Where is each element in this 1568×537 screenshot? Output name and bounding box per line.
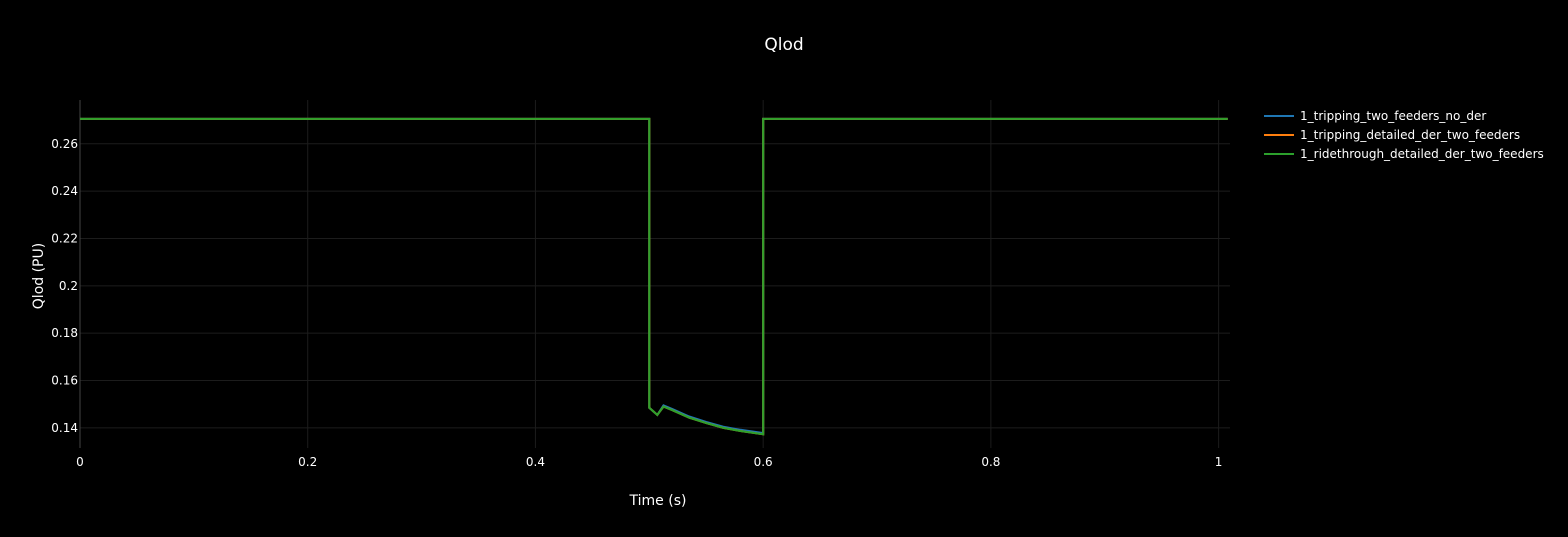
legend-swatch-blue xyxy=(1264,114,1294,117)
legend-label: 1_tripping_two_feeders_no_der xyxy=(1300,108,1487,123)
x-tick-label: 0.4 xyxy=(526,455,545,469)
x-axis-title: Time (s) xyxy=(629,493,687,509)
legend-label: 1_ridethrough_detailed_der_two_feeders xyxy=(1300,146,1544,161)
legend-item-tripping-no-der[interactable]: 1_tripping_two_feeders_no_der xyxy=(1264,106,1544,125)
y-tick-label: 0.24 xyxy=(51,184,78,198)
legend-swatch-orange xyxy=(1264,133,1294,136)
x-tick-label: 0.8 xyxy=(981,455,1000,469)
legend-swatch-green xyxy=(1264,152,1294,155)
chart-title: Qlod xyxy=(764,35,803,55)
x-tick-label: 0.6 xyxy=(754,455,773,469)
y-axis-title: Qlod (PU) xyxy=(31,243,47,309)
y-tick-label: 0.2 xyxy=(59,279,78,293)
y-tick-label: 0.16 xyxy=(51,374,78,388)
x-tick-label: 1 xyxy=(1215,455,1223,469)
y-tick-label: 0.18 xyxy=(51,326,78,340)
series-line-ridethrough-detailed-der[interactable] xyxy=(80,117,1228,436)
legend-item-tripping-detailed-der[interactable]: 1_tripping_detailed_der_two_feeders xyxy=(1264,125,1544,144)
legend[interactable]: 1_tripping_two_feeders_no_der 1_tripping… xyxy=(1264,106,1544,163)
x-tick-label: 0 xyxy=(76,455,84,469)
grid-lines xyxy=(80,100,1230,448)
x-tick-label: 0.2 xyxy=(298,455,317,469)
legend-label: 1_tripping_detailed_der_two_feeders xyxy=(1300,127,1521,142)
y-tick-label: 0.26 xyxy=(51,137,78,151)
y-tick-label: 0.14 xyxy=(51,421,78,435)
tick-labels: 0 0.2 0.4 0.6 0.8 1 0.14 0.16 0.18 0.2 0.22 0.24 0.2… xyxy=(51,137,1222,469)
series-lines[interactable] xyxy=(80,117,1228,436)
legend-item-ridethrough-detailed-der[interactable]: 1_ridethrough_detailed_der_two_feeders xyxy=(1264,144,1544,163)
y-tick-label: 0.22 xyxy=(51,231,78,245)
